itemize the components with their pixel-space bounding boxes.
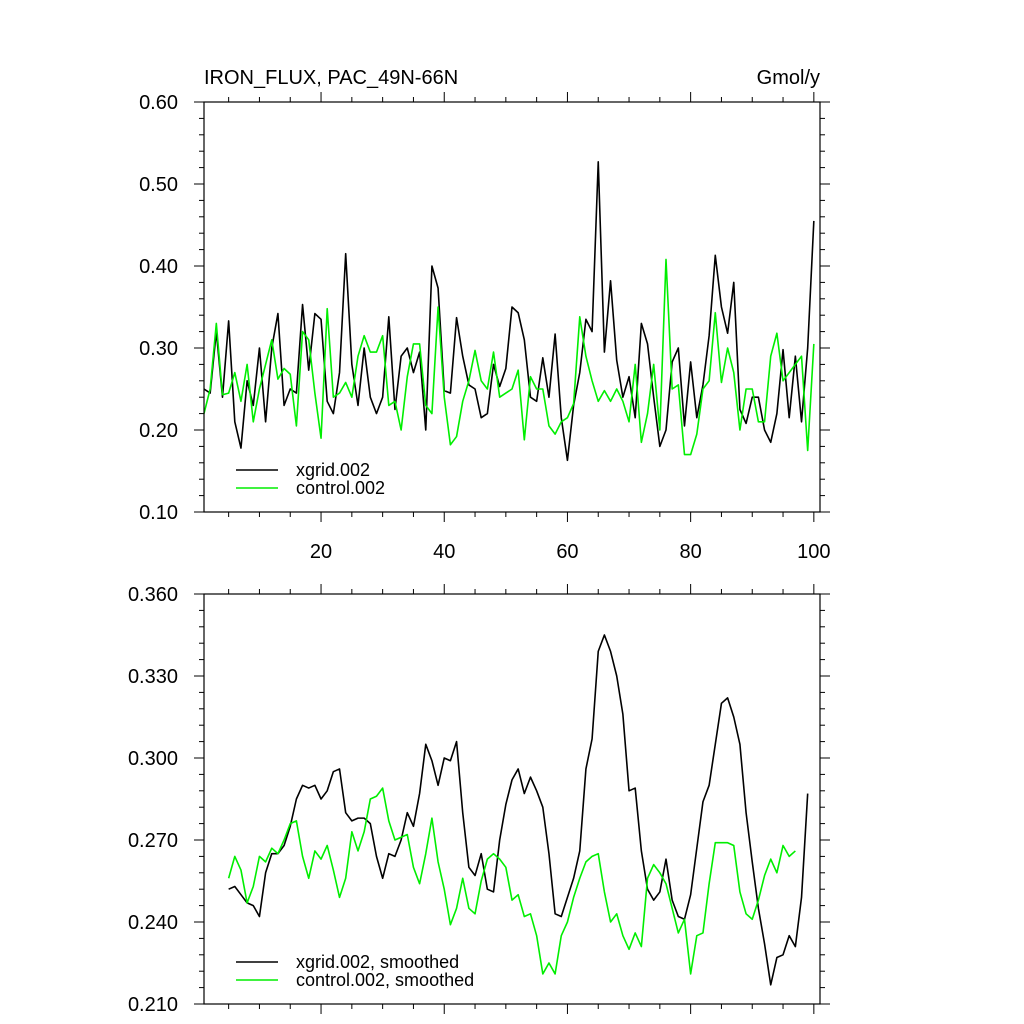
legend-label: xgrid.002, smoothed <box>296 952 459 972</box>
y-tick-label: 0.30 <box>139 338 178 360</box>
y-tick-label: 0.40 <box>139 256 178 278</box>
y-tick-label: 0.10 <box>139 502 178 524</box>
x-tick-label: 20 <box>310 541 332 563</box>
chart-title: IRON_FLUX, PAC_49N-66N <box>204 67 458 89</box>
y-tick-label: 0.300 <box>128 748 178 770</box>
legend-label: control.002 <box>296 478 385 498</box>
bottom-plot-frame <box>203 593 821 1005</box>
y-tick-label: 0.210 <box>128 994 178 1016</box>
y-tick-label: 0.330 <box>128 666 178 688</box>
top-ticks: 0.10 0.20 0.30 0.40 0.50 0.60 20 40 60 80 100 <box>139 92 831 563</box>
bottom-panel: 0.210 0.240 0.270 0.300 0.330 0.360 xgrid.002… <box>128 584 830 1016</box>
x-tick-label: 100 <box>797 541 830 563</box>
series-line-control <box>227 787 796 975</box>
x-tick-label: 80 <box>680 541 702 563</box>
y-tick-label: 0.270 <box>128 830 178 852</box>
y-tick-label: 0.60 <box>139 92 178 114</box>
y-tick-label: 0.360 <box>128 584 178 606</box>
top-plot-frame <box>203 101 821 513</box>
series-line-xgrid <box>228 634 809 986</box>
top-panel: IRON_FLUX, PAC_49N-66N Gmol/y 0.100.200.… <box>139 67 830 563</box>
legend-label: xgrid.002 <box>296 460 370 480</box>
top-series <box>203 161 815 462</box>
series-line-xgrid <box>203 161 815 462</box>
chart-units: Gmol/y <box>757 67 820 89</box>
x-tick-label: 40 <box>433 541 455 563</box>
bottom-series <box>227 634 809 986</box>
y-tick-label: 0.240 <box>128 912 178 934</box>
bottom-ticks: 0.210 0.240 0.270 0.300 0.330 0.360 <box>128 584 830 1016</box>
y-tick-label: 0.20 <box>139 420 178 442</box>
x-tick-label: 60 <box>556 541 578 563</box>
series-line-control <box>203 258 815 456</box>
y-tick-label: 0.50 <box>139 174 178 196</box>
legend-label: control.002, smoothed <box>296 970 474 990</box>
